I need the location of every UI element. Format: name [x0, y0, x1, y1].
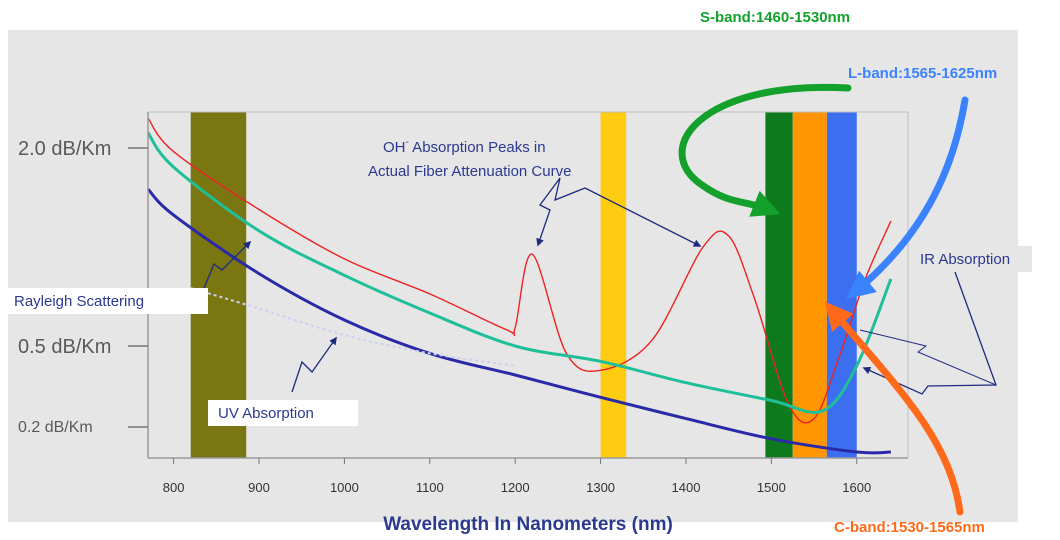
l-band-arrow [846, 96, 969, 300]
series-line-uv-absorption [146, 188, 891, 455]
x-tick-label-800: 800 [163, 480, 185, 495]
series-layer [146, 117, 893, 455]
oh-text: OH [383, 139, 406, 156]
rayleigh-arrow [203, 240, 252, 289]
oh-arrow-1390 [554, 177, 702, 247]
x-tick-label-1500: 1500 [757, 480, 786, 495]
c-band-arrow [824, 301, 964, 516]
ir-arrow-upper [859, 329, 997, 386]
rayleigh-label: Rayleigh Scattering [14, 293, 144, 310]
ir-label-box [912, 246, 1032, 272]
series-line-actual-fiber-attenuation-curve [147, 117, 892, 424]
x-tick-label-1400: 1400 [672, 480, 701, 495]
x-axis-title: Wavelength In Nanometers (nm) [383, 514, 673, 535]
rayleigh-label-box [6, 288, 208, 314]
x-tick-label-900: 900 [248, 480, 270, 495]
l-band-label: L-band:1565-1625nm [848, 65, 997, 82]
s-band-label: S-band:1460-1530nm [700, 9, 850, 26]
oh-superscript: - [406, 137, 409, 148]
ir-arrow-lower [862, 271, 997, 395]
s-band-arrow [678, 83, 852, 217]
oh-annotation-line1: OH- Absorption Peaks in [383, 137, 546, 156]
uv-label-box [208, 400, 358, 426]
series-line-rayleigh-scattering [146, 131, 893, 414]
ir-label: IR Absorption [920, 251, 1010, 268]
y-tick-label-2-0: 2.0 dB/Km [18, 138, 111, 160]
x-tick-label-1600: 1600 [842, 480, 871, 495]
c-band-label: C-band:1530-1565nm [834, 519, 985, 536]
y-tick-label-0-2: 0.2 dB/Km [18, 419, 93, 436]
band-region-1 [600, 112, 627, 458]
oh-text-rest: Absorption Peaks in [409, 139, 546, 156]
x-tick-label-1300: 1300 [586, 480, 615, 495]
oh-arrow-1220 [536, 177, 561, 247]
y-tick-label-0-5: 0.5 dB/Km [18, 336, 111, 358]
x-tick-label-1100: 1100 [416, 480, 444, 495]
series-line-rayleigh-scattering-dotted [190, 287, 516, 367]
uv-arrow [291, 336, 337, 393]
x-tick-label-1000: 1000 [330, 480, 359, 495]
oh-annotation-line2: Actual Fiber Attenuation Curve [368, 163, 571, 180]
x-tick-label-1200: 1200 [501, 480, 530, 495]
x-tick-layer: 800 900 1000 1100 1200 1300 1400 1500 1600 [163, 458, 871, 495]
band-c-band [792, 112, 827, 458]
uv-label: UV Absorption [218, 405, 314, 422]
